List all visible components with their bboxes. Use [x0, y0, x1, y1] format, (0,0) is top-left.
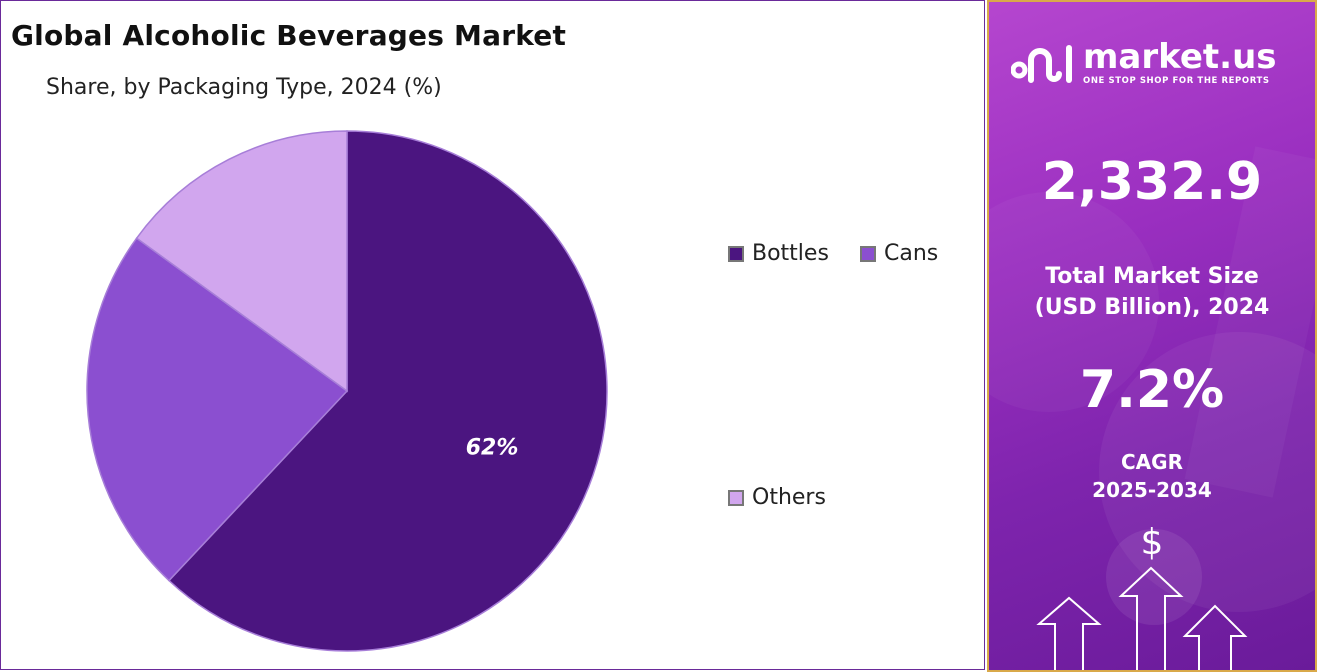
legend-label-bottles: Bottles: [752, 241, 829, 266]
market-size-label-line1: Total Market Size: [1045, 264, 1259, 289]
cagr-period: 2025-2034: [1092, 478, 1212, 502]
pie-slice-others: [135, 130, 348, 393]
chart-subtitle: Share, by Packaging Type, 2024 (%): [46, 75, 442, 100]
background-decoration: [989, 146, 1315, 625]
brand-text: market.us ONE STOP SHOP FOR THE REPORTS: [1083, 40, 1277, 86]
chart-panel: Global Alcoholic Beverages Market Share,…: [0, 0, 985, 670]
market-size-label-line2: (USD Billion), 2024: [1034, 295, 1270, 320]
market-us-logo-icon: [1011, 45, 1072, 83]
data-label-bottles: 62%: [466, 435, 519, 460]
brand-tagline: ONE STOP SHOP FOR THE REPORTS: [1083, 76, 1270, 86]
chart-title: Global Alcoholic Beverages Market: [11, 19, 567, 52]
legend-swatch-bottles: [728, 245, 744, 262]
legend-swatch-cans: [860, 245, 876, 262]
legend-item-others: Others: [728, 485, 826, 510]
legend-item-bottles: Bottles: [728, 241, 829, 266]
legend-item-cans: Cans: [860, 241, 938, 266]
legend-label-others: Others: [752, 485, 826, 510]
legend-label-cans: Cans: [884, 241, 939, 266]
market-summary-panel: market.us ONE STOP SHOP FOR THE REPORTS …: [987, 0, 1317, 672]
brand-logo: market.us ONE STOP SHOP FOR THE REPORTS: [1011, 40, 1277, 86]
pie-slice-cans: [86, 237, 349, 582]
dollar-sign-icon: $: [1140, 522, 1164, 563]
pie-slice-bottles: [167, 130, 608, 652]
cagr-label: CAGR: [1121, 450, 1183, 474]
brand-name: market.us: [1083, 37, 1277, 77]
market-size-value: 2,332.9: [1041, 152, 1263, 212]
pie-chart: 62%: [86, 130, 608, 652]
growth-arrows-icon: [1036, 566, 1248, 670]
legend-swatch-others: [728, 489, 744, 506]
cagr-value: 7.2%: [1079, 360, 1225, 420]
